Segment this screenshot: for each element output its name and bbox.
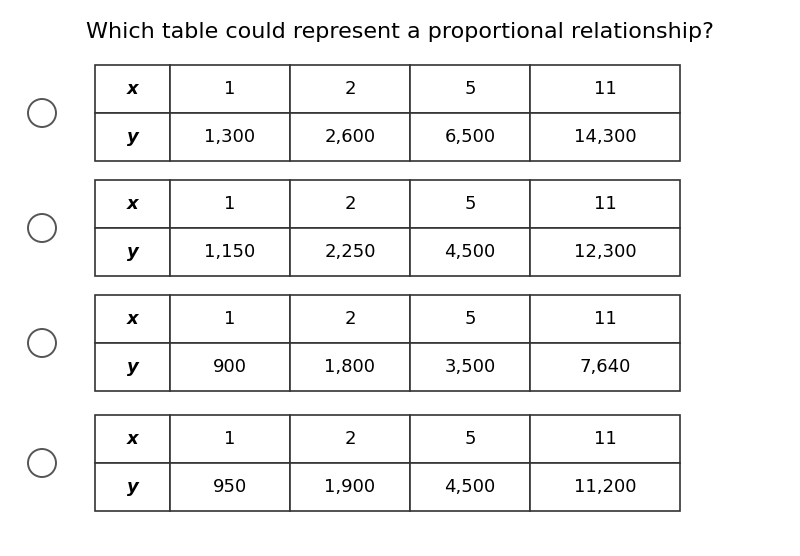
Text: 1: 1 <box>224 195 236 213</box>
Text: 2: 2 <box>344 430 356 448</box>
Bar <box>95 463 170 511</box>
Bar <box>530 463 680 511</box>
Bar <box>530 65 680 113</box>
Bar <box>290 343 410 391</box>
Bar <box>95 228 170 276</box>
Bar <box>95 180 170 228</box>
Bar <box>170 65 290 113</box>
Bar <box>170 415 290 463</box>
Text: 2: 2 <box>344 80 356 98</box>
Bar <box>290 295 410 343</box>
Text: y: y <box>126 478 138 496</box>
Text: 11: 11 <box>594 80 616 98</box>
Text: 11,200: 11,200 <box>574 478 636 496</box>
Bar <box>410 463 530 511</box>
Bar <box>95 65 170 113</box>
Text: 7,640: 7,640 <box>579 358 630 376</box>
Text: 11: 11 <box>594 310 616 328</box>
Bar <box>170 463 290 511</box>
Bar <box>530 343 680 391</box>
Bar <box>95 295 170 343</box>
Bar <box>410 295 530 343</box>
Bar <box>530 180 680 228</box>
Text: y: y <box>126 128 138 146</box>
Bar <box>170 113 290 161</box>
Text: 2: 2 <box>344 310 356 328</box>
Bar <box>170 228 290 276</box>
Bar <box>530 415 680 463</box>
Bar <box>290 180 410 228</box>
Text: 1: 1 <box>224 80 236 98</box>
Bar <box>410 228 530 276</box>
Bar <box>290 415 410 463</box>
Text: 12,300: 12,300 <box>574 243 636 261</box>
Text: 5: 5 <box>464 430 476 448</box>
Text: 900: 900 <box>213 358 247 376</box>
Text: 1,900: 1,900 <box>325 478 375 496</box>
Text: 5: 5 <box>464 310 476 328</box>
Bar <box>530 228 680 276</box>
Text: 950: 950 <box>213 478 247 496</box>
Text: 5: 5 <box>464 80 476 98</box>
Text: 2: 2 <box>344 195 356 213</box>
Bar <box>290 113 410 161</box>
Text: 11: 11 <box>594 195 616 213</box>
Text: x: x <box>126 195 138 213</box>
Text: 1,300: 1,300 <box>205 128 255 146</box>
Bar <box>530 113 680 161</box>
Bar <box>95 343 170 391</box>
Bar <box>410 415 530 463</box>
Bar <box>410 343 530 391</box>
Bar <box>170 295 290 343</box>
Text: 4,500: 4,500 <box>444 243 496 261</box>
Text: 1: 1 <box>224 430 236 448</box>
Text: 5: 5 <box>464 195 476 213</box>
Bar <box>95 113 170 161</box>
Text: 1,150: 1,150 <box>204 243 256 261</box>
Bar <box>290 228 410 276</box>
Bar <box>290 463 410 511</box>
Bar <box>170 180 290 228</box>
Text: Which table could represent a proportional relationship?: Which table could represent a proportion… <box>86 22 714 42</box>
Bar <box>170 343 290 391</box>
Text: x: x <box>126 430 138 448</box>
Bar <box>410 65 530 113</box>
Bar <box>95 415 170 463</box>
Text: 14,300: 14,300 <box>574 128 636 146</box>
Text: 4,500: 4,500 <box>444 478 496 496</box>
Text: y: y <box>126 243 138 261</box>
Text: 11: 11 <box>594 430 616 448</box>
Text: x: x <box>126 80 138 98</box>
Text: 2,600: 2,600 <box>325 128 375 146</box>
Bar <box>410 180 530 228</box>
Text: 6,500: 6,500 <box>445 128 495 146</box>
Text: x: x <box>126 310 138 328</box>
Bar <box>410 113 530 161</box>
Text: 2,250: 2,250 <box>324 243 376 261</box>
Bar <box>530 295 680 343</box>
Bar <box>290 65 410 113</box>
Text: 1: 1 <box>224 310 236 328</box>
Text: 1,800: 1,800 <box>325 358 375 376</box>
Text: 3,500: 3,500 <box>444 358 496 376</box>
Text: y: y <box>126 358 138 376</box>
